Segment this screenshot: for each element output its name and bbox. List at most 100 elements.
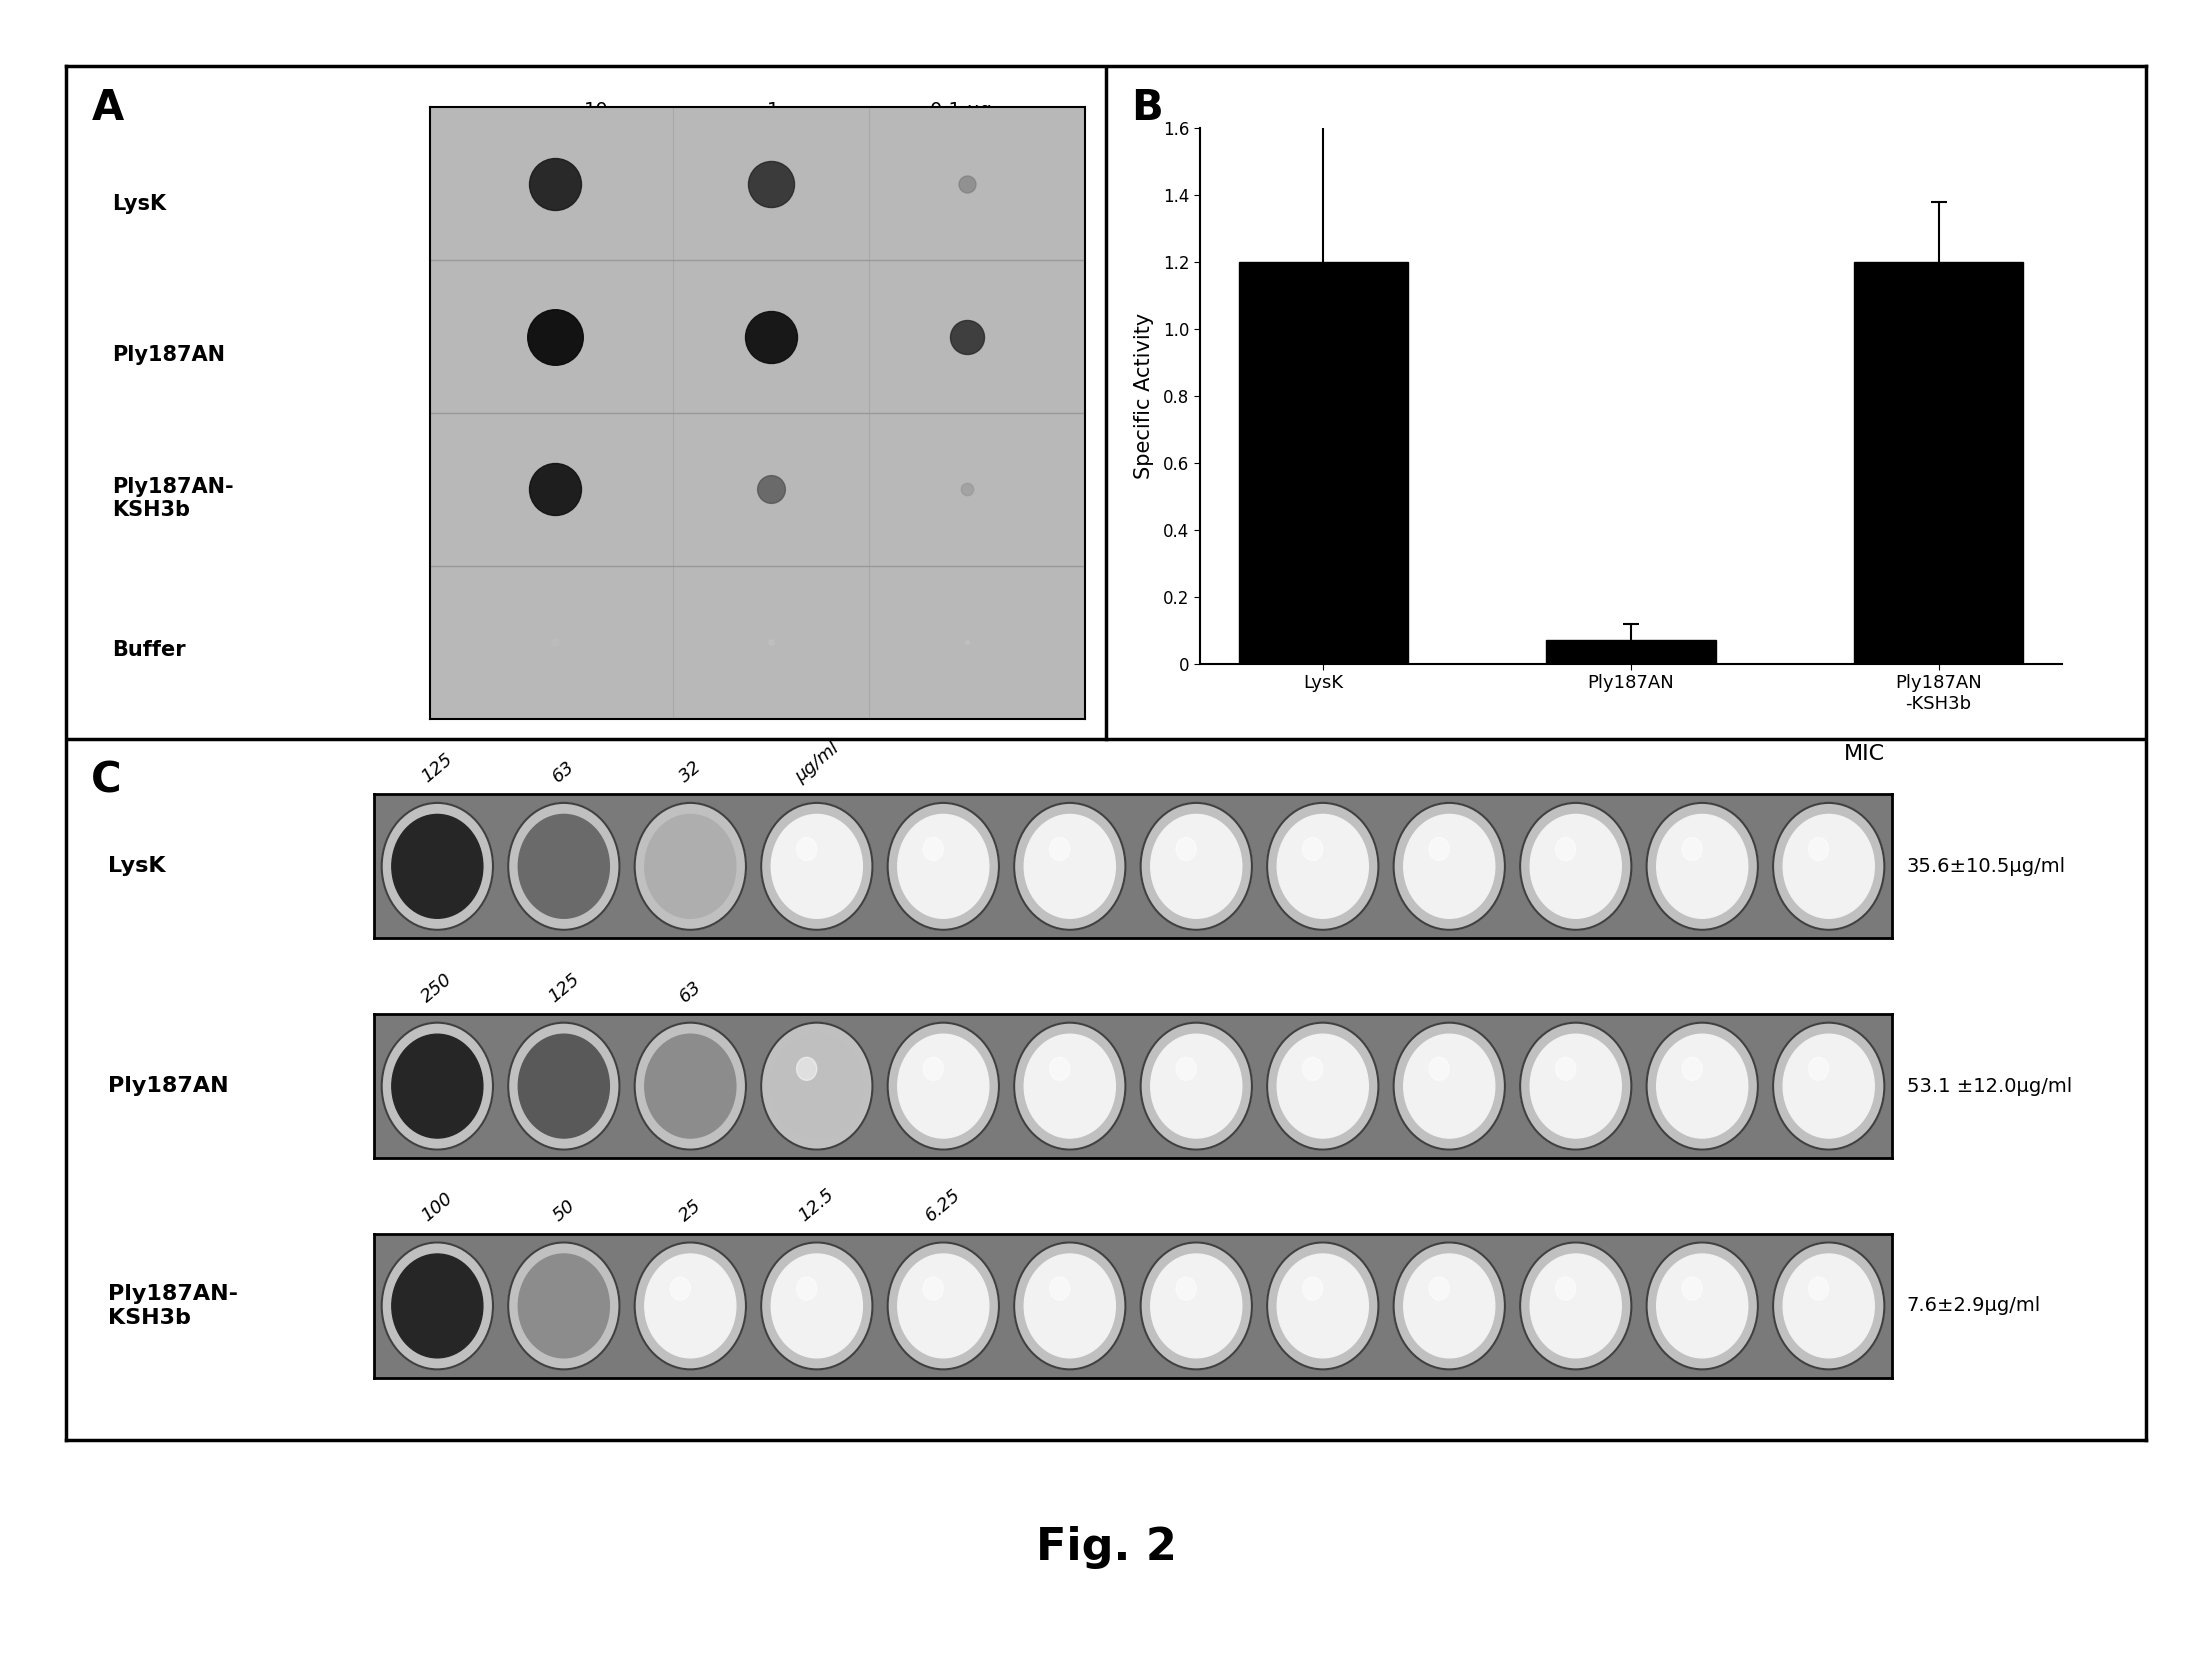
Circle shape [635,803,745,930]
Circle shape [887,803,1000,930]
Text: 125: 125 [418,750,456,786]
Circle shape [1141,803,1252,930]
Circle shape [887,1023,1000,1150]
Circle shape [1783,1254,1874,1357]
Circle shape [635,1243,745,1369]
Circle shape [1555,837,1575,861]
Circle shape [1646,803,1759,930]
Circle shape [1774,803,1885,930]
Circle shape [392,1254,482,1357]
Text: C: C [91,760,122,803]
Point [538,323,573,349]
Circle shape [1429,837,1449,861]
Circle shape [1405,1034,1495,1139]
Circle shape [1783,814,1874,919]
Circle shape [1177,1058,1197,1081]
Circle shape [1531,1254,1621,1357]
Text: MIC: MIC [1845,745,1885,765]
Circle shape [1429,1058,1449,1081]
Circle shape [518,814,608,919]
Point [538,477,573,503]
Text: 32: 32 [675,758,706,786]
Circle shape [1177,1278,1197,1301]
Circle shape [1150,1034,1241,1139]
Circle shape [1405,1254,1495,1357]
Text: 6.25: 6.25 [922,1187,964,1225]
Text: μg/ml: μg/ml [792,740,843,786]
Circle shape [1555,1278,1575,1301]
Circle shape [392,1034,482,1139]
Circle shape [796,1058,816,1081]
Text: 10: 10 [584,101,608,119]
Circle shape [761,1243,872,1369]
Circle shape [1657,1254,1747,1357]
Circle shape [635,1023,745,1150]
Text: Ply187AN: Ply187AN [113,344,226,364]
Text: 63: 63 [675,976,706,1006]
Circle shape [922,1278,942,1301]
Point [538,170,573,197]
Circle shape [898,1034,989,1139]
Circle shape [509,1243,619,1369]
Text: 100: 100 [418,1190,456,1225]
Circle shape [383,1243,493,1369]
Circle shape [1809,1278,1829,1301]
Circle shape [1048,837,1071,861]
Circle shape [796,837,816,861]
Text: 1: 1 [768,101,779,119]
Circle shape [1531,814,1621,919]
Text: 53.1 ±12.0μg/ml: 53.1 ±12.0μg/ml [1907,1077,2073,1096]
Text: Ply187AN-
KSH3b: Ply187AN- KSH3b [113,477,234,521]
Circle shape [644,814,737,919]
Circle shape [392,814,482,919]
Circle shape [761,803,872,930]
Circle shape [772,1254,863,1357]
Text: Fig. 2: Fig. 2 [1035,1526,1177,1569]
Circle shape [922,837,942,861]
Circle shape [1394,1023,1504,1150]
Circle shape [1657,814,1747,919]
Circle shape [1150,1254,1241,1357]
Circle shape [1150,814,1241,919]
Circle shape [1681,837,1703,861]
Circle shape [644,1034,737,1139]
Bar [1854,261,2024,664]
Circle shape [1177,837,1197,861]
Circle shape [1013,1243,1126,1369]
Text: 7.6±2.9μg/ml: 7.6±2.9μg/ml [1907,1296,2042,1316]
Circle shape [898,1254,989,1357]
Circle shape [509,803,619,930]
Y-axis label: Specific Activity: Specific Activity [1135,313,1155,478]
Bar [1239,261,1409,664]
Circle shape [796,1278,816,1301]
Circle shape [1048,1278,1071,1301]
Circle shape [772,1034,863,1139]
Circle shape [1429,1278,1449,1301]
Circle shape [922,1058,942,1081]
Point [752,323,787,349]
Text: Ply187AN-
KSH3b: Ply187AN- KSH3b [108,1284,239,1327]
Circle shape [1809,837,1829,861]
Circle shape [518,1034,608,1139]
Circle shape [761,1023,872,1150]
Circle shape [772,814,863,919]
Point [538,629,573,655]
Circle shape [1681,1058,1703,1081]
Text: 63: 63 [549,758,577,786]
Circle shape [1276,814,1369,919]
Circle shape [1646,1023,1759,1150]
Circle shape [1013,803,1126,930]
Circle shape [1405,814,1495,919]
Circle shape [1303,1278,1323,1301]
Circle shape [1276,1254,1369,1357]
Text: 125: 125 [544,970,582,1006]
Text: Ply187AN: Ply187AN [108,1076,228,1096]
Circle shape [1141,1243,1252,1369]
Point [752,170,787,197]
Text: LysK: LysK [113,194,166,213]
Circle shape [1555,1058,1575,1081]
Text: A: A [91,86,124,129]
Circle shape [1267,1243,1378,1369]
Point [949,477,984,503]
Circle shape [1520,803,1632,930]
